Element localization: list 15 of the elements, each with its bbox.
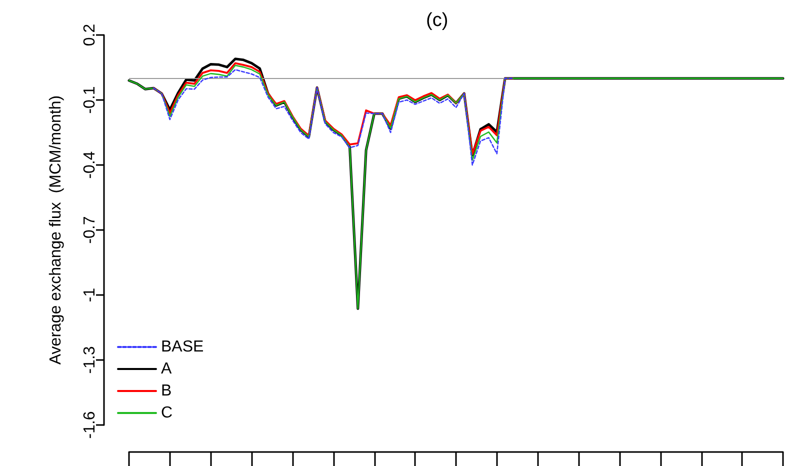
line-series xyxy=(152,69,514,166)
y-tick-label: -0.7 xyxy=(82,216,98,244)
y-tick-label: -1.6 xyxy=(82,411,98,439)
line-series xyxy=(152,62,514,156)
y-tick-label: -0.1 xyxy=(82,86,98,114)
legend-label: A xyxy=(161,360,172,378)
y-tick-label: -0.4 xyxy=(82,151,98,179)
y-axis-title: Average exchange flux (MCM/month) xyxy=(48,95,64,365)
legend-label: B xyxy=(161,382,172,400)
y-tick-label: 0.2 xyxy=(82,24,98,46)
y-tick-label: -1.3 xyxy=(82,346,98,374)
chart-title: (c) xyxy=(426,10,448,31)
legend-label: BASE xyxy=(161,338,204,356)
y-tick-label: -1 xyxy=(82,288,98,302)
legend-label: C xyxy=(161,404,173,422)
